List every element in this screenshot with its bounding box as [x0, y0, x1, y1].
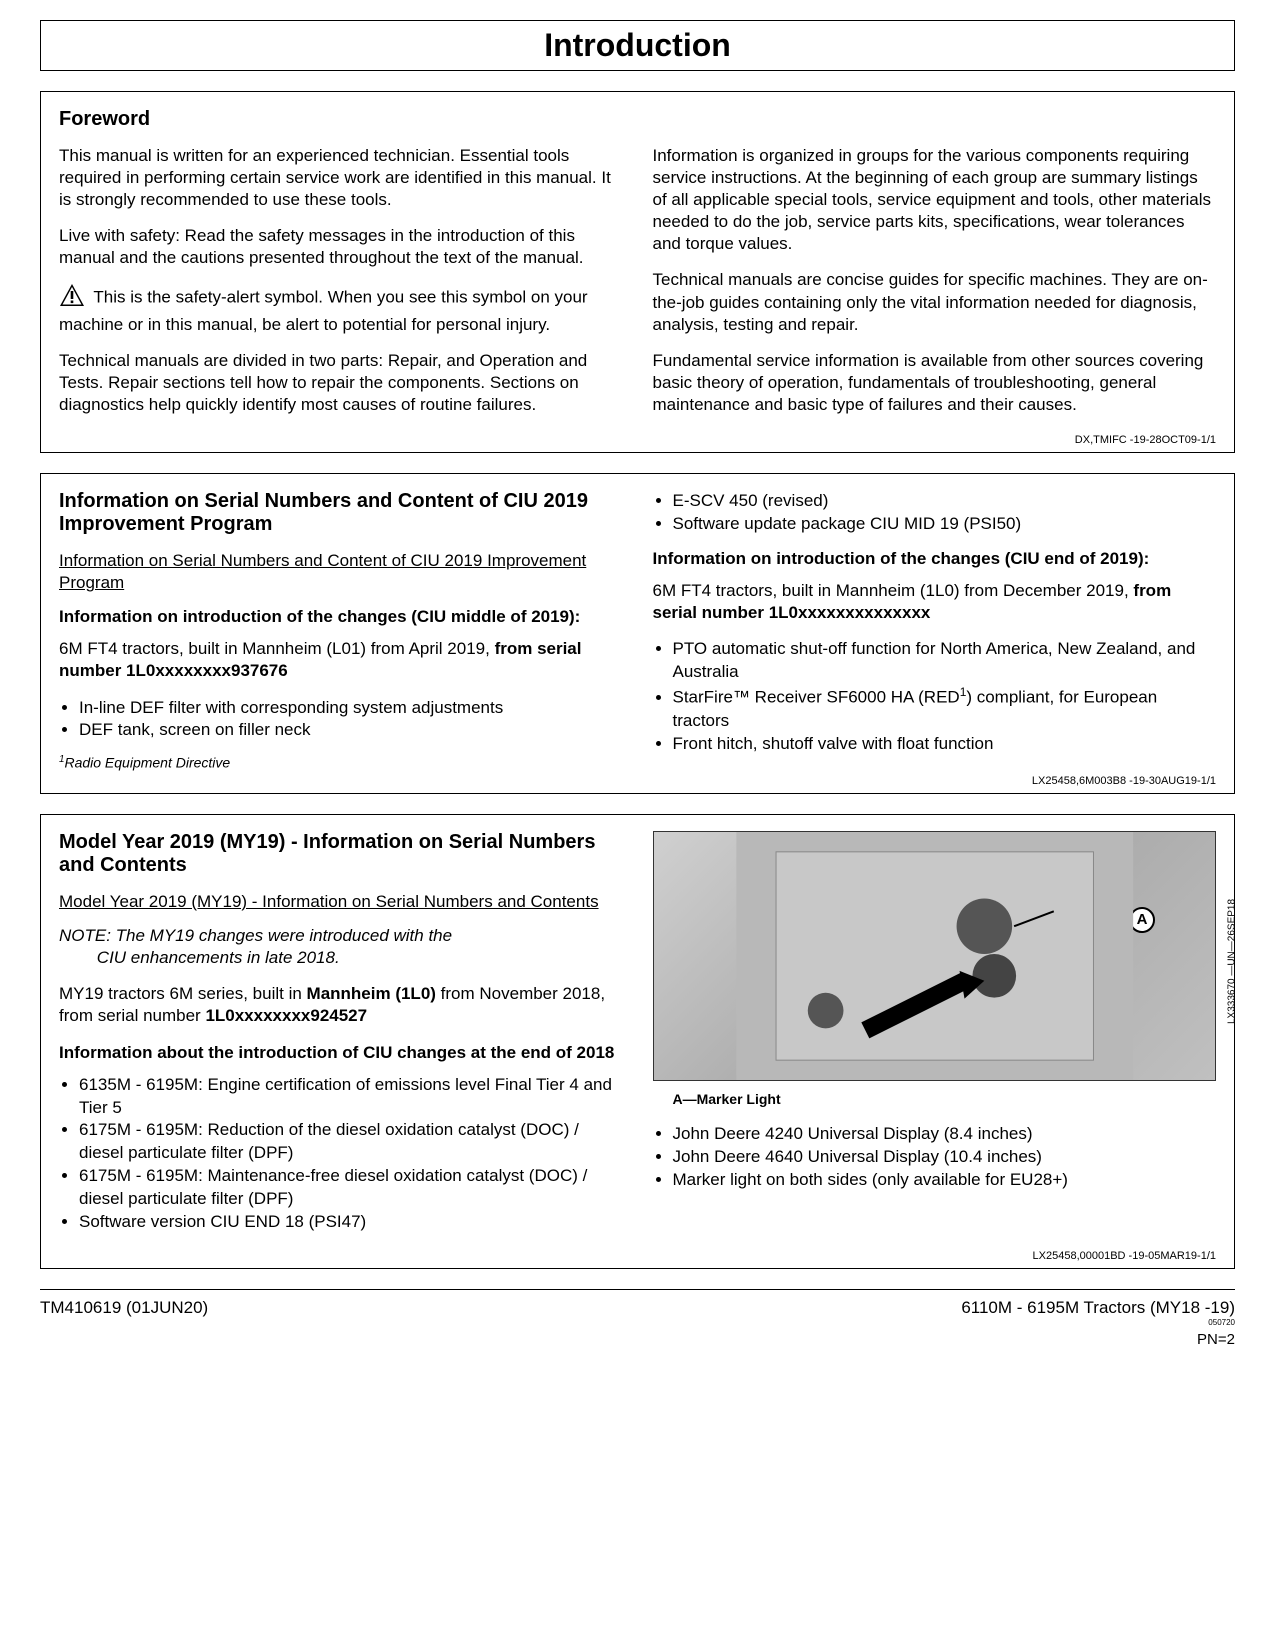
marker-light-figure: A — [653, 831, 1217, 1081]
ciu2019-heading: Information on Serial Numbers and Conten… — [59, 490, 623, 536]
figure-caption: A—Marker Light — [673, 1091, 1217, 1107]
p1d: 1L0xxxxxxxx924527 — [205, 1006, 367, 1025]
footer-left: TM410619 (01JUN20) — [40, 1298, 208, 1348]
my19-col-left: Model Year 2019 (MY19) - Information on … — [59, 831, 623, 1246]
footer-right-text: 6110M - 6195M Tractors (MY18 -19) — [961, 1298, 1235, 1317]
list-item: Marker light on both sides (only availab… — [673, 1169, 1217, 1192]
footer-right: 6110M - 6195M Tractors (MY18 -19) 050720… — [961, 1298, 1235, 1348]
ciu2019-section: Information on Serial Numbers and Conten… — [40, 473, 1235, 794]
footer-pn: PN=2 — [961, 1331, 1235, 1348]
figure-wrap: A LX333670 —UN—26SEP18 — [653, 831, 1217, 1081]
foreword-ref: DX,TMIFC -19-28OCT09-1/1 — [59, 434, 1216, 446]
ciu2019-p1a: 6M FT4 tractors, built in Mannheim (L01)… — [59, 639, 495, 658]
list-item: DEF tank, screen on filler neck — [79, 719, 623, 742]
list-item: Front hitch, shutoff valve with float fu… — [673, 733, 1217, 756]
ciu2019-p1: 6M FT4 tractors, built in Mannheim (L01)… — [59, 638, 623, 682]
my19-col-right: A LX333670 —UN—26SEP18 A—Marker Light — [653, 831, 1217, 1246]
figure-svg — [654, 832, 1216, 1080]
ciu2019-col-left: Information on Serial Numbers and Conten… — [59, 490, 623, 771]
foreword-p3-text: This is the safety-alert symbol. When yo… — [59, 288, 588, 334]
ciu2019-footnote: 1Radio Equipment Directive — [59, 754, 623, 771]
note-a: NOTE: The MY19 changes were introduced w… — [59, 926, 452, 945]
foreword-p4: Technical manuals are divided in two par… — [59, 350, 623, 416]
safety-alert-icon — [59, 283, 85, 313]
ciu2019-col-right: E-SCV 450 (revised) Software update pack… — [653, 490, 1217, 771]
my19-note: NOTE: The MY19 changes were introduced w… — [59, 925, 623, 969]
foreword-r-p2: Technical manuals are concise guides for… — [653, 269, 1217, 335]
list-item: 6175M - 6195M: Maintenance-free diesel o… — [79, 1165, 623, 1211]
list-item: John Deere 4240 Universal Display (8.4 i… — [673, 1123, 1217, 1146]
page-title-box: Introduction — [40, 20, 1235, 71]
list-item: John Deere 4640 Universal Display (10.4 … — [673, 1146, 1217, 1169]
foreword-r-p3: Fundamental service information is avail… — [653, 350, 1217, 416]
list-item: Software update package CIU MID 19 (PSI5… — [673, 513, 1217, 536]
note-b: CIU enhancements in late 2018. — [97, 948, 340, 967]
ciu2019-p2: 6M FT4 tractors, built in Mannheim (1L0)… — [653, 580, 1217, 624]
foreword-col-left: This manual is written for an experience… — [59, 145, 623, 430]
foreword-col-right: Information is organized in groups for t… — [653, 145, 1217, 430]
my19-link: Model Year 2019 (MY19) - Information on … — [59, 891, 599, 913]
li-2a: StarFire™ Receiver SF6000 HA (RED — [673, 688, 960, 707]
ciu2019-p2a: 6M FT4 tractors, built in Mannheim (1L0)… — [653, 581, 1134, 600]
foreword-heading: Foreword — [59, 108, 1216, 131]
foreword-p1: This manual is written for an experience… — [59, 145, 623, 211]
figure-side-ref: LX333670 —UN—26SEP18 — [1227, 899, 1238, 1024]
list-item: Software version CIU END 18 (PSI47) — [79, 1211, 623, 1234]
ciu2019-bullets1: In-line DEF filter with corresponding sy… — [59, 697, 623, 743]
my19-ref: LX25458,00001BD -19-05MAR19-1/1 — [59, 1250, 1216, 1262]
ciu2019-bullets-top: E-SCV 450 (revised) Software update pack… — [653, 490, 1217, 536]
ciu2019-bullets-bot: PTO automatic shut-off function for Nort… — [653, 638, 1217, 755]
list-item: E-SCV 450 (revised) — [673, 490, 1217, 513]
my19-section: Model Year 2019 (MY19) - Information on … — [40, 814, 1235, 1269]
list-item: StarFire™ Receiver SF6000 HA (RED1) comp… — [673, 684, 1217, 733]
list-item: In-line DEF filter with corresponding sy… — [79, 697, 623, 720]
foreword-p3: This is the safety-alert symbol. When yo… — [59, 283, 623, 335]
page-footer: TM410619 (01JUN20) 6110M - 6195M Tractor… — [40, 1289, 1235, 1348]
list-item: 6135M - 6195M: Engine certification of e… — [79, 1074, 623, 1120]
list-item: PTO automatic shut-off function for Nort… — [673, 638, 1217, 684]
footer-tiny: 050720 — [961, 1318, 1235, 1327]
my19-col2-bullets: John Deere 4240 Universal Display (8.4 i… — [653, 1123, 1217, 1192]
my19-heading: Model Year 2019 (MY19) - Information on … — [59, 831, 623, 877]
ciu2019-sub1: Information on introduction of the chang… — [59, 606, 623, 628]
p1a: MY19 tractors 6M series, built in — [59, 984, 307, 1003]
foreword-r-p1: Information is organized in groups for t… — [653, 145, 1217, 255]
list-item: 6175M - 6195M: Reduction of the diesel o… — [79, 1119, 623, 1165]
p1b: Mannheim (1L0) — [307, 984, 436, 1003]
foreword-section: Foreword This manual is written for an e… — [40, 91, 1235, 453]
page-title: Introduction — [41, 27, 1234, 64]
my19-sub1: Information about the introduction of CI… — [59, 1042, 623, 1064]
ciu2019-sub2: Information on introduction of the chang… — [653, 548, 1217, 570]
ciu2019-ref: LX25458,6M003B8 -19-30AUG19-1/1 — [59, 775, 1216, 787]
my19-bullets1: 6135M - 6195M: Engine certification of e… — [59, 1074, 623, 1235]
my19-p1: MY19 tractors 6M series, built in Mannhe… — [59, 983, 623, 1027]
footnote-text: Radio Equipment Directive — [64, 755, 230, 771]
ciu2019-link: Information on Serial Numbers and Conten… — [59, 550, 623, 594]
foreword-p2: Live with safety: Read the safety messag… — [59, 225, 623, 269]
